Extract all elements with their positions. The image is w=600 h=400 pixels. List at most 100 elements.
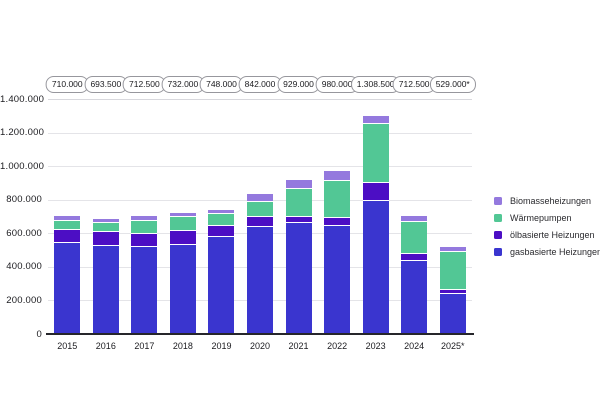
x-tick-label-2021: 2021 [288, 341, 309, 351]
value-pill-2015: 710.000 [45, 76, 89, 93]
segment-biomass-2019 [208, 209, 235, 214]
legend-item-heatpump: Wärmepumpen [494, 213, 600, 223]
stacked-bar-2024 [401, 214, 428, 334]
segment-gas-2022 [324, 225, 351, 334]
value-pill-2020: 842.000 [238, 76, 282, 93]
y-tick-label: 200.000 [6, 294, 42, 306]
segment-heatpump-2018 [169, 217, 196, 232]
stacked-bar-2023 [362, 114, 389, 334]
segment-biomass-2022 [324, 171, 351, 181]
value-pill-2017: 712.500 [122, 76, 166, 93]
legend-label: ölbasierte Heizungen [510, 230, 595, 240]
segment-oil-2020 [247, 217, 273, 228]
chart-legend: Biomasseheizungen Wärmepumpen ölbasierte H… [494, 196, 600, 264]
segment-gas-2015 [54, 243, 81, 334]
legend-label: Biomasseheizungen [510, 196, 592, 206]
segment-gas-2025 [439, 293, 466, 334]
segment-heatpump-2021 [285, 188, 312, 218]
segment-oil-2024 [401, 254, 428, 262]
stacked-bar-2020 [247, 193, 273, 334]
y-tick-label: 1.200.000 [0, 127, 45, 139]
segment-gas-2016 [92, 246, 119, 334]
legend-swatch-icon [494, 214, 502, 222]
x-tick-label-2016: 2016 [95, 341, 116, 351]
segment-biomass-2018 [169, 212, 196, 218]
segment-biomass-2021 [285, 179, 312, 189]
segment-biomass-2020 [247, 194, 273, 202]
gridline-1400000 [48, 99, 472, 100]
y-tick-label: 1.000.000 [0, 160, 45, 172]
segment-heatpump-2015 [54, 220, 81, 231]
legend-swatch-icon [494, 231, 502, 239]
segment-biomass-2024 [401, 215, 428, 223]
segment-heatpump-2017 [131, 220, 158, 234]
gridline-1000000 [48, 166, 472, 168]
segment-heatpump-2023 [362, 123, 389, 183]
x-tick-label-2020: 2020 [249, 341, 271, 351]
segment-oil-2019 [208, 226, 235, 238]
segment-gas-2019 [208, 237, 235, 334]
segment-gas-2017 [131, 247, 158, 334]
stacked-bar-2016 [92, 218, 119, 334]
legend-label: gasbasierte Heizungen [510, 247, 600, 257]
legend-item-gas: gasbasierte Heizungen [494, 247, 600, 257]
legend-swatch-icon [494, 248, 502, 256]
segment-biomass-2016 [92, 219, 119, 223]
y-tick-label: 600.000 [6, 227, 42, 239]
value-pill-2019: 748.000 [200, 76, 243, 93]
gridline-1200000 [48, 132, 472, 134]
stacked-bar-2025 [439, 245, 466, 334]
value-pill-2021: 929.000 [277, 76, 320, 93]
segment-oil-2018 [169, 231, 196, 245]
y-tick-label: 800.000 [6, 194, 42, 206]
segment-heatpump-2019 [208, 213, 235, 227]
segment-biomass-2015 [54, 216, 81, 221]
segment-oil-2025 [439, 290, 466, 294]
segment-biomass-2025 [439, 246, 466, 252]
y-tick-label: 1.400.000 [0, 93, 45, 105]
segment-oil-2023 [362, 182, 389, 202]
legend-swatch-icon [494, 197, 502, 205]
x-tick-label-2018: 2018 [172, 341, 193, 351]
segment-oil-2021 [285, 217, 312, 223]
segment-heatpump-2020 [247, 201, 273, 218]
legend-label: Wärmepumpen [510, 213, 572, 223]
segment-heatpump-2024 [401, 222, 428, 255]
value-pill-2025: 529.000* [429, 76, 476, 93]
value-pill-2018: 732.000 [161, 76, 205, 93]
segment-biomass-2017 [131, 215, 158, 221]
segment-oil-2017 [131, 233, 158, 248]
x-axis-baseline [46, 333, 474, 335]
segment-oil-2015 [54, 230, 81, 244]
plot-area [48, 99, 472, 334]
x-tick-label-2023: 2023 [365, 341, 386, 351]
x-tick-label-2019: 2019 [211, 341, 232, 351]
legend-item-oil: ölbasierte Heizungen [494, 230, 600, 240]
segment-heatpump-2016 [92, 222, 119, 232]
stacked-bar-2019 [208, 208, 235, 334]
segment-heatpump-2025 [439, 251, 466, 291]
segment-oil-2022 [324, 217, 351, 226]
stacked-bar-2018 [169, 211, 196, 334]
value-pill-2016: 693.500 [84, 76, 128, 93]
segment-gas-2021 [285, 222, 312, 334]
x-tick-label-2015: 2015 [57, 341, 78, 351]
x-tick-label-2017: 2017 [134, 341, 155, 351]
segment-heatpump-2022 [324, 180, 351, 218]
segment-biomass-2023 [362, 115, 389, 124]
segment-gas-2018 [169, 244, 196, 334]
y-tick-label: 400.000 [6, 261, 42, 273]
x-tick-label-2022: 2022 [327, 341, 348, 351]
segment-oil-2016 [92, 231, 119, 247]
y-tick-label: 0 [36, 328, 42, 340]
stacked-bar-2015 [54, 215, 81, 334]
segment-gas-2024 [401, 261, 428, 334]
x-tick-label-2025: 2025* [440, 341, 465, 351]
value-pill-2022: 980.000 [315, 76, 359, 93]
stacked-bar-2021 [285, 178, 312, 334]
stacked-bar-2022 [324, 170, 351, 334]
segment-gas-2020 [247, 227, 273, 334]
segment-gas-2023 [362, 201, 389, 334]
legend-item-biomass: Biomasseheizungen [494, 196, 600, 206]
